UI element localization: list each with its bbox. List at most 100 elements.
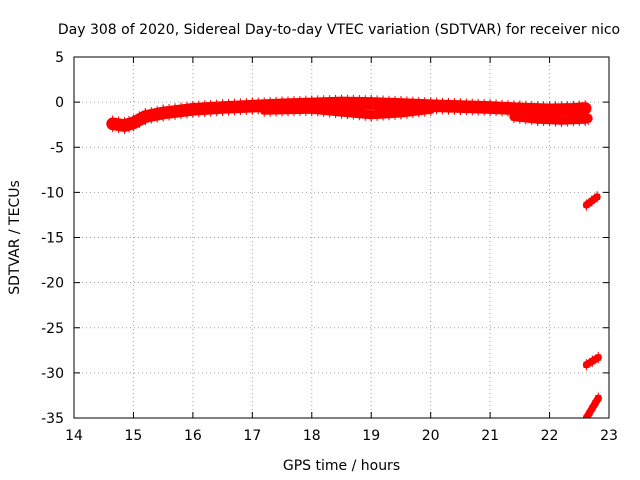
- data-point-marker: [267, 103, 274, 110]
- data-point-marker: [374, 107, 381, 114]
- data-point-marker: [582, 119, 589, 126]
- y-tick-label: -5: [50, 140, 64, 156]
- data-point-marker: [463, 109, 470, 116]
- data-point-marker: [552, 101, 559, 108]
- data-point-marker: [380, 107, 387, 114]
- data-point-marker: [415, 104, 422, 111]
- data-point-marker: [558, 113, 565, 120]
- x-tick-label: 14: [65, 428, 83, 444]
- data-point-marker: [475, 109, 482, 116]
- data-point-marker: [540, 112, 547, 119]
- data-point-marker: [439, 108, 446, 115]
- data-point-marker: [516, 110, 523, 117]
- data-point-marker: [504, 100, 511, 107]
- data-point-marker: [255, 97, 262, 104]
- data-point-marker: [249, 97, 256, 104]
- data-point-marker: [368, 115, 375, 122]
- data-point-marker: [183, 112, 190, 119]
- x-tick-label: 23: [600, 428, 618, 444]
- data-point-marker: [493, 110, 500, 117]
- data-point-marker: [583, 359, 590, 366]
- data-point-marker: [392, 106, 398, 113]
- data-point-marker: [589, 355, 596, 362]
- data-point-marker: [528, 100, 535, 107]
- data-point-marker: [564, 120, 571, 127]
- data-point-marker: [403, 105, 410, 112]
- data-point-marker: [397, 106, 404, 113]
- y-tick-label: -20: [41, 276, 64, 292]
- data-point-marker: [457, 98, 464, 105]
- data-point-marker: [516, 117, 523, 124]
- data-point-marker: [510, 117, 517, 124]
- data-point-marker: [115, 116, 122, 123]
- y-tick-label: -35: [41, 411, 64, 427]
- data-point-marker: [469, 109, 476, 116]
- data-point-marker: [595, 397, 602, 404]
- data-point-marker: [356, 107, 363, 114]
- data-point-marker: [296, 110, 303, 117]
- x-tick-label: 20: [422, 428, 440, 444]
- data-point-marker: [552, 120, 559, 127]
- data-point-marker: [595, 392, 602, 399]
- data-point-marker: [594, 191, 601, 198]
- data-layer: [106, 94, 602, 418]
- data-point-marker: [338, 105, 345, 112]
- data-point-marker: [332, 94, 339, 101]
- data-point-marker: [314, 95, 321, 102]
- data-point-marker: [409, 104, 416, 111]
- data-point-marker: [534, 119, 541, 126]
- data-point-marker: [386, 107, 393, 114]
- data-point-marker: [350, 94, 357, 101]
- data-point-marker: [273, 103, 280, 110]
- data-point-marker: [121, 127, 128, 134]
- data-point-marker: [249, 108, 256, 115]
- data-point-marker: [178, 113, 184, 120]
- data-point-marker: [160, 115, 167, 122]
- data-point-marker: [415, 96, 422, 103]
- data-point-marker: [534, 112, 541, 119]
- data-point-marker: [570, 113, 577, 120]
- data-point-marker: [290, 96, 297, 103]
- data-point-marker: [261, 97, 268, 104]
- data-point-marker: [499, 99, 505, 106]
- data-point-marker: [154, 116, 161, 123]
- data-point-marker: [320, 95, 327, 102]
- data-point-marker: [125, 115, 132, 122]
- data-point-marker: [356, 114, 363, 121]
- data-point-marker: [589, 407, 596, 414]
- data-point-marker: [445, 97, 452, 104]
- data-point-marker: [386, 95, 393, 102]
- data-point-marker: [433, 97, 440, 104]
- data-point-marker: [225, 109, 232, 116]
- y-tick-label: 5: [55, 50, 64, 66]
- data-point-marker: [314, 110, 321, 117]
- data-point-marker: [296, 95, 303, 102]
- data-point-marker: [195, 111, 202, 118]
- data-point-marker: [350, 113, 357, 120]
- data-point-marker: [290, 110, 297, 117]
- data-point-marker: [243, 98, 250, 105]
- data-point-marker: [392, 113, 398, 120]
- data-point-marker: [380, 95, 387, 102]
- data-point-marker: [592, 402, 599, 409]
- data-point-marker: [585, 118, 592, 125]
- chart-title: Day 308 of 2020, Sidereal Day-to-day VTE…: [58, 22, 620, 38]
- data-point-marker: [172, 103, 179, 110]
- data-point-marker: [154, 105, 161, 112]
- data-point-marker: [344, 94, 351, 101]
- data-point-marker: [558, 120, 565, 127]
- data-point-marker: [237, 98, 244, 105]
- data-point-marker: [189, 101, 196, 108]
- data-point-marker: [148, 107, 155, 114]
- data-point-marker: [493, 99, 500, 106]
- data-point-marker: [302, 95, 309, 102]
- data-point-marker: [231, 109, 238, 116]
- data-point-marker: [285, 103, 291, 110]
- data-point-marker: [409, 96, 416, 103]
- data-point-marker: [583, 199, 590, 206]
- data-point-marker: [362, 95, 369, 102]
- data-point-marker: [125, 126, 132, 133]
- data-point-marker: [522, 100, 529, 107]
- data-point-marker: [344, 113, 351, 120]
- data-point-marker: [564, 101, 571, 108]
